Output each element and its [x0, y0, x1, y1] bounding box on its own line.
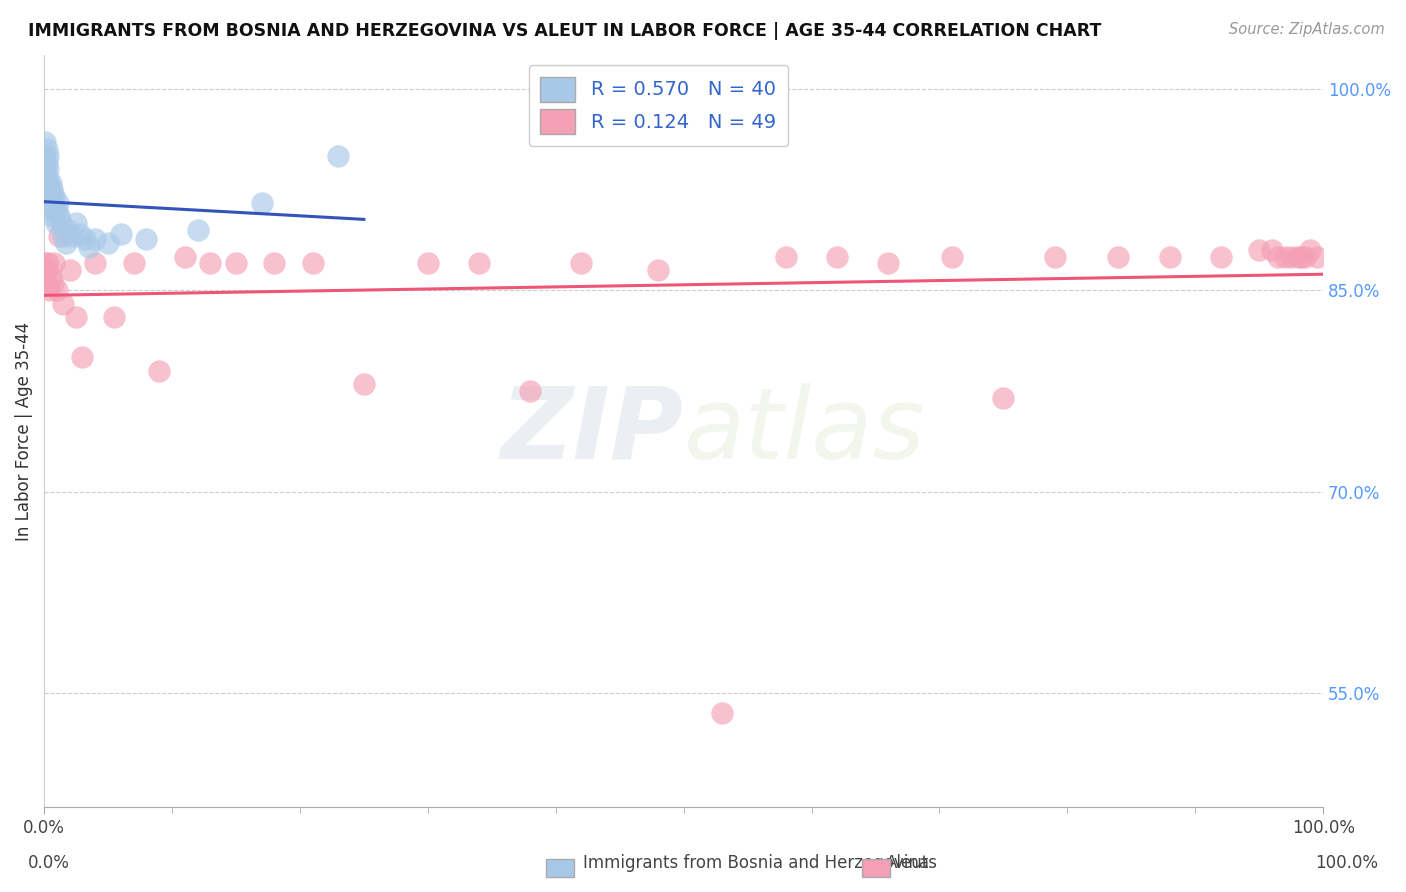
- Text: atlas: atlas: [683, 383, 925, 480]
- Point: [148, 364, 170, 378]
- Point: [1267, 250, 1289, 264]
- Point: [173, 250, 195, 264]
- Point: [34, 277, 56, 291]
- Point: [328, 149, 350, 163]
- Point: [1249, 243, 1271, 257]
- Point: [103, 310, 125, 324]
- Point: [39, 195, 62, 210]
- Text: 100.0%: 100.0%: [1315, 855, 1378, 872]
- Point: [1159, 250, 1181, 264]
- Point: [1279, 250, 1302, 264]
- Point: [52, 229, 75, 244]
- Point: [301, 256, 323, 270]
- Point: [1043, 250, 1066, 264]
- Legend: R = 0.570   N = 40, R = 0.124   N = 49: R = 0.570 N = 40, R = 0.124 N = 49: [529, 65, 787, 146]
- Point: [711, 706, 734, 720]
- Point: [877, 256, 900, 270]
- Y-axis label: In Labor Force | Age 35-44: In Labor Force | Age 35-44: [15, 321, 32, 541]
- Point: [84, 256, 107, 270]
- Point: [569, 256, 592, 270]
- Text: ZIP: ZIP: [501, 383, 683, 480]
- Point: [200, 256, 222, 270]
- Point: [44, 189, 66, 203]
- Point: [34, 149, 56, 163]
- Point: [34, 256, 56, 270]
- Point: [65, 310, 87, 324]
- Text: Aleuts: Aleuts: [886, 855, 938, 872]
- Point: [353, 377, 375, 392]
- Point: [84, 232, 107, 246]
- Point: [39, 269, 62, 284]
- Text: 0.0%: 0.0%: [28, 855, 70, 872]
- Point: [35, 263, 58, 277]
- Point: [41, 202, 63, 217]
- Point: [49, 216, 72, 230]
- Point: [37, 149, 59, 163]
- Point: [34, 136, 56, 150]
- Point: [38, 283, 60, 297]
- Point: [45, 283, 67, 297]
- Point: [48, 209, 70, 223]
- Point: [250, 195, 273, 210]
- Point: [647, 263, 669, 277]
- Point: [135, 232, 157, 246]
- Point: [825, 250, 848, 264]
- Point: [52, 296, 75, 310]
- Point: [35, 142, 58, 156]
- Point: [72, 351, 94, 365]
- Point: [45, 216, 67, 230]
- Point: [59, 263, 82, 277]
- Point: [41, 182, 63, 196]
- Point: [122, 256, 145, 270]
- Point: [1306, 250, 1329, 264]
- Point: [34, 162, 56, 177]
- Point: [941, 250, 963, 264]
- Point: [35, 169, 58, 183]
- Point: [38, 189, 60, 203]
- Point: [37, 176, 59, 190]
- Point: [69, 227, 91, 241]
- Point: [1108, 250, 1130, 264]
- Point: [35, 155, 58, 169]
- Point: [1286, 250, 1309, 264]
- Point: [263, 256, 285, 270]
- Text: Immigrants from Bosnia and Herzegovina: Immigrants from Bosnia and Herzegovina: [583, 855, 929, 872]
- Point: [39, 176, 62, 190]
- Point: [1274, 250, 1296, 264]
- Point: [993, 391, 1015, 405]
- Point: [775, 250, 797, 264]
- Point: [42, 189, 65, 203]
- Point: [45, 202, 67, 217]
- Point: [110, 227, 132, 241]
- Point: [187, 223, 209, 237]
- Point: [1294, 250, 1316, 264]
- Point: [65, 216, 87, 230]
- Text: IMMIGRANTS FROM BOSNIA AND HERZEGOVINA VS ALEUT IN LABOR FORCE | AGE 35-44 CORRE: IMMIGRANTS FROM BOSNIA AND HERZEGOVINA V…: [28, 22, 1101, 40]
- Point: [38, 182, 60, 196]
- Point: [48, 229, 70, 244]
- Point: [55, 236, 77, 251]
- Point: [60, 229, 83, 244]
- Text: Source: ZipAtlas.com: Source: ZipAtlas.com: [1229, 22, 1385, 37]
- Point: [1261, 243, 1284, 257]
- Point: [519, 384, 541, 398]
- Point: [34, 176, 56, 190]
- Point: [416, 256, 439, 270]
- Point: [46, 195, 69, 210]
- Point: [225, 256, 247, 270]
- Point: [1209, 250, 1232, 264]
- Point: [58, 223, 80, 237]
- Point: [97, 236, 120, 251]
- Point: [1299, 243, 1322, 257]
- Point: [1291, 250, 1313, 264]
- Point: [468, 256, 491, 270]
- Point: [37, 162, 59, 177]
- Point: [45, 205, 67, 219]
- Point: [77, 240, 100, 254]
- Point: [37, 256, 59, 270]
- Point: [42, 209, 65, 223]
- Point: [44, 256, 66, 270]
- Point: [73, 232, 96, 246]
- Point: [42, 277, 65, 291]
